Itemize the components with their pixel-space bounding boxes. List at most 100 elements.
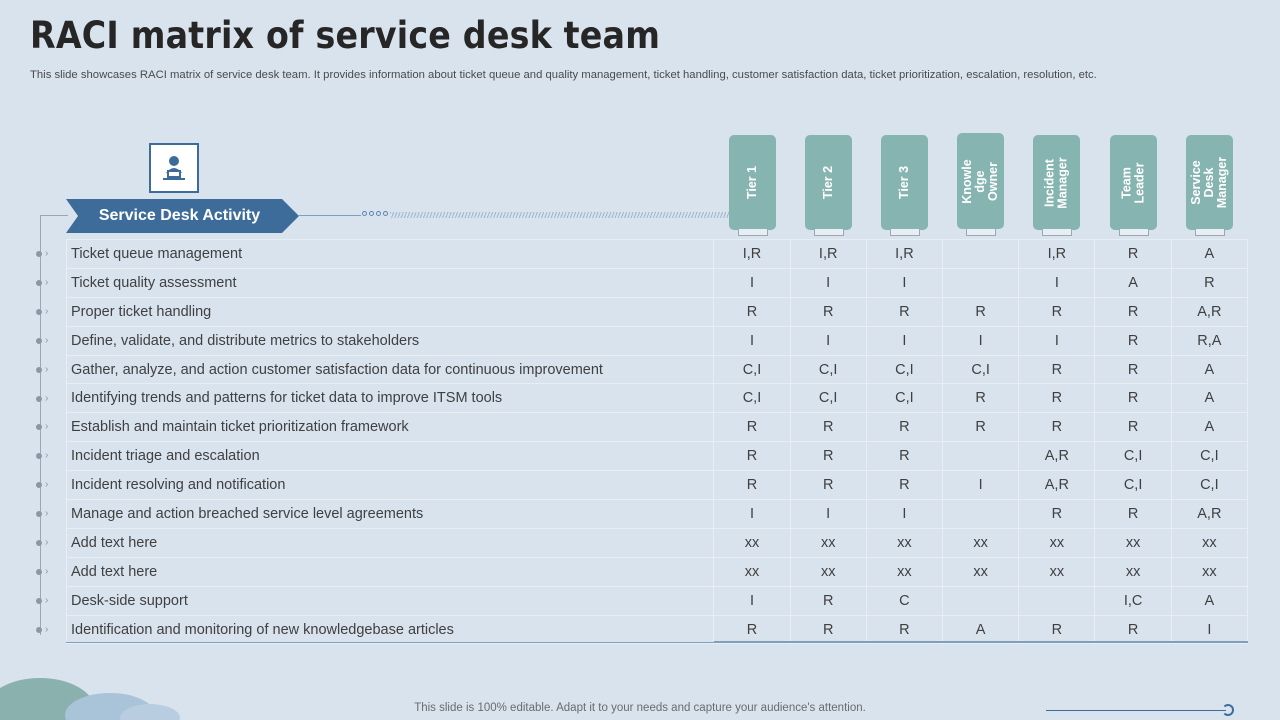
raci-cell: xx bbox=[1018, 556, 1096, 587]
raci-cell: I,C bbox=[1094, 585, 1172, 616]
raci-cell: R bbox=[1094, 239, 1172, 269]
raci-cell: R bbox=[1170, 267, 1249, 298]
column-header-label: Tier 1 bbox=[745, 165, 759, 200]
raci-cell: xx bbox=[1094, 556, 1172, 587]
activity-cell: Add text here bbox=[65, 527, 715, 558]
column-header-tab bbox=[814, 229, 844, 236]
activity-cell: Add text here bbox=[65, 556, 715, 587]
raci-cell: R bbox=[789, 614, 867, 645]
raci-cell: I bbox=[713, 585, 791, 616]
raci-cell bbox=[942, 585, 1020, 616]
raci-table: Ticket queue management I,R I,R I,R I,R R A Tic… bbox=[65, 239, 1249, 645]
column-header-1: Tier 2 bbox=[805, 135, 852, 230]
raci-cell: I bbox=[789, 325, 867, 356]
raci-cell: xx bbox=[942, 527, 1020, 558]
raci-cell: C,I bbox=[789, 354, 867, 385]
raci-cell: R bbox=[1094, 383, 1172, 414]
raci-cell: C,I bbox=[1094, 441, 1172, 472]
raci-cell: I,R bbox=[865, 239, 944, 269]
raci-cell: R bbox=[713, 470, 791, 501]
column-header-tab bbox=[1119, 229, 1149, 236]
raci-cell: xx bbox=[865, 527, 944, 558]
raci-cell bbox=[942, 239, 1020, 269]
raci-cell: I bbox=[865, 325, 944, 356]
row-bullet-icon: › bbox=[36, 480, 60, 490]
raci-cell: A,R bbox=[1018, 441, 1096, 472]
header-dots bbox=[362, 211, 388, 216]
column-header-4: Incident Manager bbox=[1033, 135, 1080, 230]
raci-cell: I bbox=[942, 470, 1020, 501]
column-header-tab bbox=[966, 229, 996, 236]
raci-cell: R bbox=[1018, 412, 1096, 443]
raci-cell: I,R bbox=[789, 239, 867, 269]
activity-cell: Incident triage and escalation bbox=[65, 441, 715, 472]
page-subtitle: This slide showcases RACI matrix of serv… bbox=[30, 69, 1097, 81]
raci-cell: R bbox=[713, 296, 791, 327]
raci-cell: A,R bbox=[1170, 296, 1249, 327]
activity-cell: Identifying trends and patterns for tick… bbox=[65, 383, 715, 414]
raci-cell: R,A bbox=[1170, 325, 1249, 356]
activity-cell: Desk-side support bbox=[65, 585, 715, 616]
raci-cell: R bbox=[865, 614, 944, 645]
header-connector-line bbox=[299, 215, 361, 216]
table-row: Manage and action breached service level… bbox=[65, 499, 1249, 529]
raci-cell bbox=[942, 267, 1020, 298]
raci-cell: R bbox=[789, 470, 867, 501]
table-row: Proper ticket handling R R R R R R A,R bbox=[65, 296, 1249, 327]
raci-cell: A bbox=[1094, 267, 1172, 298]
page-title: RACI matrix of service desk team bbox=[30, 14, 661, 57]
raci-cell: C,I bbox=[713, 383, 791, 414]
raci-cell: I bbox=[865, 267, 944, 298]
raci-cell bbox=[942, 441, 1020, 472]
table-row: Add text here xx xx xx xx xx xx xx bbox=[65, 527, 1249, 558]
row-bullet-icon: › bbox=[36, 451, 60, 461]
raci-cell: I bbox=[789, 499, 867, 529]
row-bullet-icon: › bbox=[36, 393, 60, 404]
raci-cell: C bbox=[865, 585, 944, 616]
raci-cell: xx bbox=[1094, 527, 1172, 558]
raci-cell: C,I bbox=[865, 383, 944, 414]
column-header-2: Tier 3 bbox=[881, 135, 928, 230]
raci-cell: xx bbox=[1170, 556, 1249, 587]
activity-cell: Proper ticket handling bbox=[65, 296, 715, 327]
table-row: Ticket queue management I,R I,R I,R I,R R A bbox=[65, 239, 1249, 269]
activity-cell: Establish and maintain ticket prioritiza… bbox=[65, 412, 715, 443]
row-bullet-icon: › bbox=[36, 538, 60, 548]
raci-cell: C,I bbox=[942, 354, 1020, 385]
activity-cell: Manage and action breached service level… bbox=[65, 499, 715, 529]
row-bullet-icon: › bbox=[36, 624, 60, 635]
table-row: Incident triage and escalation R R R A,R C,I C… bbox=[65, 441, 1249, 472]
raci-cell: I bbox=[713, 325, 791, 356]
raci-cell: R bbox=[1094, 499, 1172, 529]
raci-cell: R bbox=[1018, 383, 1096, 414]
raci-cell: R bbox=[942, 412, 1020, 443]
table-row: Desk-side support I R C I,C A bbox=[65, 585, 1249, 616]
raci-cell: R bbox=[865, 470, 944, 501]
raci-cell: R bbox=[789, 296, 867, 327]
activity-cell: Ticket quality assessment bbox=[65, 267, 715, 298]
column-header-label: Tier 3 bbox=[897, 165, 911, 200]
row-bullet-icon: › bbox=[36, 277, 60, 288]
raci-cell: A bbox=[1170, 354, 1249, 385]
raci-cell: R bbox=[1094, 296, 1172, 327]
raci-cell: R bbox=[713, 441, 791, 472]
raci-cell: R bbox=[789, 441, 867, 472]
raci-cell: I,R bbox=[1018, 239, 1096, 269]
table-row: Identifying trends and patterns for tick… bbox=[65, 383, 1249, 414]
raci-cell: R bbox=[1018, 499, 1096, 529]
activity-header-label: Service Desk Activity bbox=[98, 207, 261, 224]
row-bullet-icon: › bbox=[36, 595, 60, 606]
raci-cell: R bbox=[1094, 325, 1172, 356]
footer-note: This slide is 100% editable. Adapt it to… bbox=[414, 702, 866, 714]
row-bullet-icon: › bbox=[36, 335, 60, 346]
table-row: Ticket quality assessment I I I I A R bbox=[65, 267, 1249, 298]
raci-cell bbox=[1018, 585, 1096, 616]
raci-cell: R bbox=[789, 412, 867, 443]
raci-cell: C,I bbox=[713, 354, 791, 385]
raci-cell: R bbox=[865, 441, 944, 472]
row-bullet-icon: › bbox=[36, 364, 60, 375]
raci-cell: xx bbox=[713, 556, 791, 587]
row-bullet-icon: › bbox=[36, 306, 60, 317]
raci-cell: I bbox=[865, 499, 944, 529]
raci-cell: R bbox=[713, 614, 791, 645]
